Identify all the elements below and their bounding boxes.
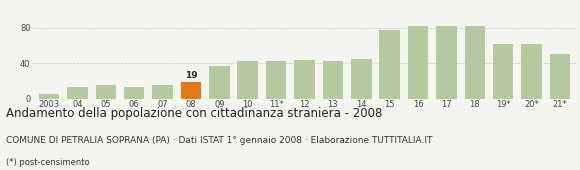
Bar: [153, 85, 173, 99]
Bar: [351, 59, 372, 99]
Bar: [209, 66, 230, 99]
Text: (*) post-censimento: (*) post-censimento: [6, 158, 89, 167]
Bar: [493, 44, 513, 99]
Bar: [550, 54, 570, 99]
Bar: [96, 85, 116, 99]
Bar: [237, 62, 258, 99]
Bar: [266, 62, 287, 99]
Bar: [124, 87, 144, 99]
Bar: [39, 94, 59, 99]
Text: Andamento della popolazione con cittadinanza straniera - 2008: Andamento della popolazione con cittadin…: [6, 107, 382, 120]
Bar: [181, 82, 201, 99]
Bar: [408, 26, 428, 99]
Bar: [521, 44, 542, 99]
Text: COMUNE DI PETRALIA SOPRANA (PA) · Dati ISTAT 1° gennaio 2008 · Elaborazione TUTT: COMUNE DI PETRALIA SOPRANA (PA) · Dati I…: [6, 136, 432, 145]
Bar: [436, 26, 456, 99]
Bar: [379, 30, 400, 99]
Bar: [67, 87, 88, 99]
Text: 19: 19: [184, 71, 197, 80]
Bar: [294, 60, 315, 99]
Bar: [465, 26, 485, 99]
Bar: [322, 62, 343, 99]
